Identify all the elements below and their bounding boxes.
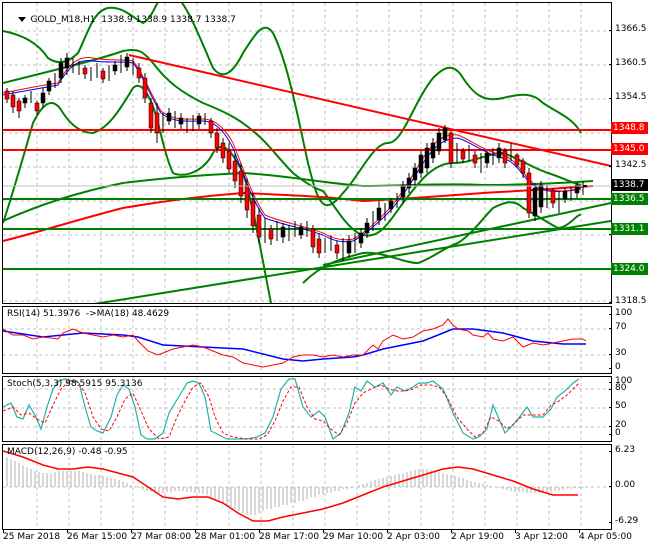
time-tick: 4 Apr 05:00 (579, 529, 632, 542)
stoch-tick: 100 (608, 376, 632, 386)
chart-header: GOLD_M18,H1 1338.9 1338.9 1338.7 1338.7 (7, 5, 236, 35)
rsi-axis: 100 70 30 0 (608, 306, 650, 372)
dropdown-triangle-icon[interactable] (18, 17, 27, 22)
price-chart-canvas (3, 3, 611, 303)
time-tick: 25 Mar 2018 (3, 529, 61, 542)
macd-axis: 6.23 0.00 -6.29 (608, 444, 650, 528)
time-tick: 29 Mar 10:00 (323, 529, 384, 542)
level-badge-1345-0: 1345.0 (611, 143, 648, 155)
stoch-tick: 20 (608, 420, 626, 430)
stoch-tick: 0 (609, 428, 621, 438)
rsi-canvas (3, 307, 611, 373)
stochastic-label: Stoch(5,3,3) 98.5915 95.3136 (7, 379, 143, 389)
time-tick: 28 Mar 01:00 (195, 529, 256, 542)
macd-tick: -6.29 (608, 516, 638, 526)
last-price-badge: 1338.7 (611, 179, 648, 191)
time-tick: 28 Mar 17:00 (259, 529, 320, 542)
macd-tick: 6.23 (608, 445, 635, 455)
symbol-label: GOLD_M18,H1 (30, 15, 96, 25)
rsi-tick: 70 (608, 322, 626, 332)
ohlc-values: 1338.9 1338.9 1338.7 1338.7 (101, 15, 236, 25)
stochastic-axis: 100 80 50 20 0 (608, 376, 650, 440)
macd-pane[interactable]: MACD(12,26,9) -0.48 -0.95 (2, 444, 612, 530)
rsi-tick: 100 (608, 308, 632, 318)
price-tick: 1342.5 (609, 160, 647, 170)
stoch-tick: 50 (608, 401, 626, 411)
stoch-tick: 80 (608, 383, 626, 393)
level-badge-1324-0: 1324.0 (611, 263, 648, 275)
level-badge-1336-5: 1336.5 (611, 193, 648, 205)
rsi-tick: 30 (608, 348, 626, 358)
rsi-label: RSI(14) 51.3976 ->MA(18) 48.4629 (7, 309, 170, 319)
price-tick: 1360.5 (609, 58, 647, 68)
level-badge-1348-8: 1348.8 (611, 122, 648, 134)
stochastic-canvas (3, 377, 611, 441)
time-tick: 2 Apr 19:00 (451, 529, 504, 542)
stochastic-pane[interactable]: Stoch(5,3,3) 98.5915 95.3136 (2, 376, 612, 442)
price-chart-pane[interactable]: GOLD_M18,H1 1338.9 1338.9 1338.7 1338.7 (2, 2, 612, 304)
rsi-tick: 0 (609, 362, 621, 372)
level-badge-1331-1: 1331.1 (611, 223, 648, 235)
time-tick: 27 Mar 08:00 (131, 529, 192, 542)
price-tick: 1318.5 (609, 296, 647, 306)
time-axis: 25 Mar 2018 26 Mar 15:00 27 Mar 08:00 28… (0, 529, 650, 550)
price-tick: 1366.5 (609, 24, 647, 34)
price-tick: 1354.5 (609, 92, 647, 102)
rsi-pane[interactable]: RSI(14) 51.3976 ->MA(18) 48.4629 (2, 306, 612, 374)
time-tick: 3 Apr 12:00 (515, 529, 568, 542)
time-tick: 2 Apr 03:00 (387, 529, 440, 542)
macd-label: MACD(12,26,9) -0.48 -0.95 (7, 447, 128, 457)
macd-tick: 0.00 (608, 480, 635, 490)
time-tick: 26 Mar 15:00 (67, 529, 128, 542)
macd-canvas (3, 445, 611, 529)
